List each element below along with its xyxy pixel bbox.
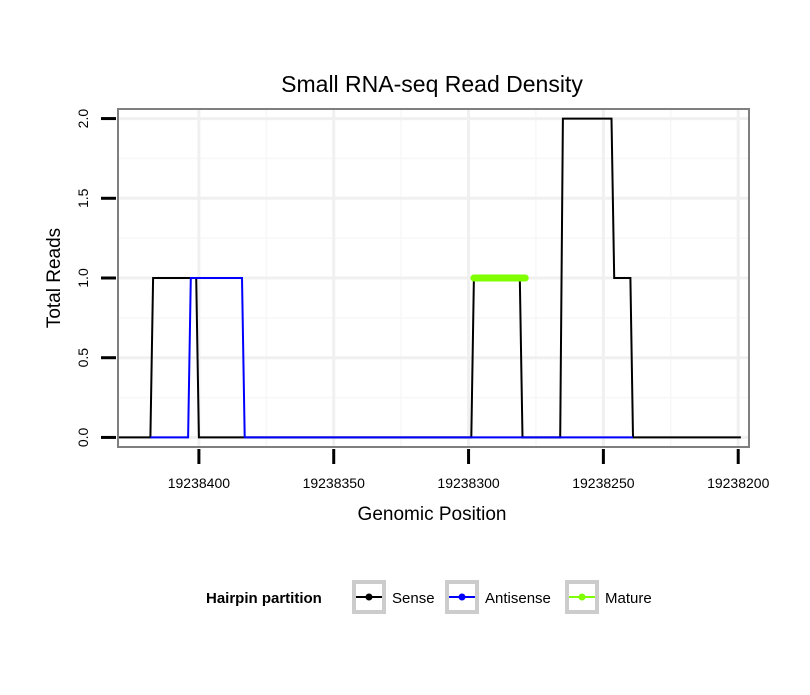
legend-swatch-point <box>578 593 586 601</box>
x-axis-title: Genomic Position <box>358 504 507 525</box>
legend-label-sense: Sense <box>392 590 435 607</box>
y-tick-label: 1.0 <box>75 268 91 288</box>
y-axis-title: Total Reads <box>44 228 65 328</box>
x-tick-label: 19238350 <box>303 475 366 491</box>
legend-swatch-point <box>365 593 373 601</box>
x-tick-label: 19238250 <box>572 475 635 491</box>
legend: Hairpin partition Sense Antisense Mature <box>206 580 652 614</box>
x-tick-label: 19238200 <box>707 475 770 491</box>
legend-title: Hairpin partition <box>206 590 322 607</box>
y-tick-label: 2.0 <box>75 109 91 129</box>
legend-label-antisense: Antisense <box>485 590 551 607</box>
y-tick-label: 0.5 <box>75 348 91 368</box>
x-tick-label: 19238400 <box>168 475 231 491</box>
y-tick-label: 0.0 <box>75 427 91 447</box>
x-tick-label: 19238300 <box>437 475 500 491</box>
series-line-sense <box>118 117 741 439</box>
y-tick-label: 1.5 <box>75 188 91 208</box>
series-line-antisense <box>150 277 633 439</box>
plot-panel <box>117 108 750 448</box>
panel-border <box>117 108 750 448</box>
legend-swatch-point <box>458 593 466 601</box>
legend-label-mature: Mature <box>605 590 652 607</box>
chart-title: Small RNA-seq Read Density <box>281 71 583 97</box>
